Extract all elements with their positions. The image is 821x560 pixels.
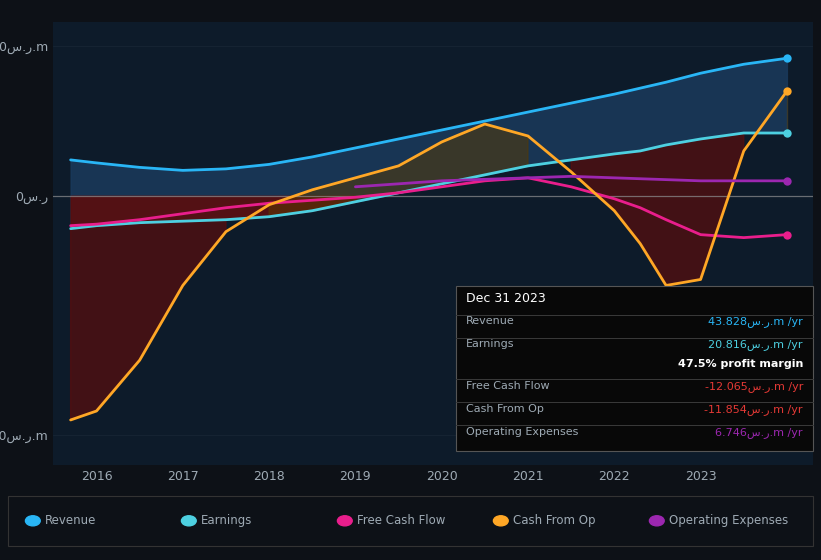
Text: 43.828س.ر.m /yr: 43.828س.ر.m /yr (709, 316, 803, 328)
Text: -12.065س.ر.m /yr: -12.065س.ر.m /yr (704, 381, 803, 391)
Text: Earnings: Earnings (466, 339, 514, 349)
Text: Earnings: Earnings (201, 514, 253, 528)
Text: Cash From Op: Cash From Op (513, 514, 595, 528)
Text: Revenue: Revenue (45, 514, 97, 528)
Text: Cash From Op: Cash From Op (466, 404, 544, 414)
Text: -11.854س.ر.m /yr: -11.854س.ر.m /yr (704, 404, 803, 414)
Text: Revenue: Revenue (466, 316, 514, 326)
Text: Free Cash Flow: Free Cash Flow (466, 381, 549, 391)
Text: Free Cash Flow: Free Cash Flow (357, 514, 446, 528)
Text: 47.5% profit margin: 47.5% profit margin (677, 359, 803, 369)
Text: 6.746س.ر.m /yr: 6.746س.ر.m /yr (715, 427, 803, 437)
Text: 20.816س.ر.m /yr: 20.816س.ر.m /yr (709, 339, 803, 351)
Text: Operating Expenses: Operating Expenses (669, 514, 788, 528)
Text: Dec 31 2023: Dec 31 2023 (466, 292, 545, 305)
Text: Operating Expenses: Operating Expenses (466, 427, 578, 437)
